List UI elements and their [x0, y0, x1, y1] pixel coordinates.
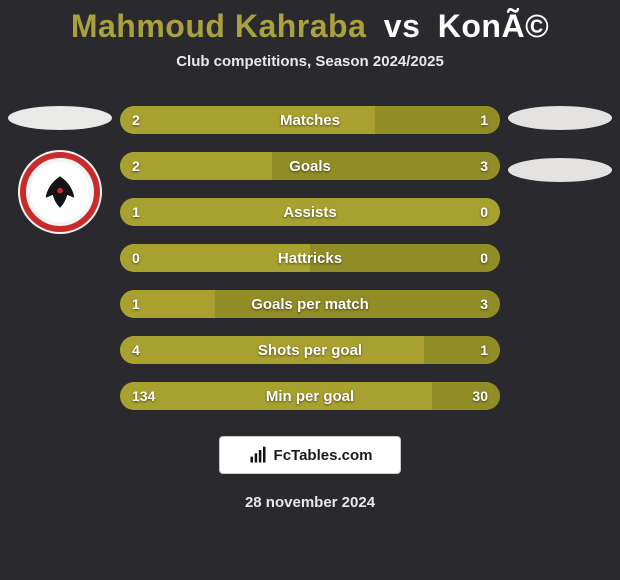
stat-bar-right-fill [424, 336, 500, 364]
stat-bar-left-fill [120, 382, 432, 410]
player1-name: Mahmoud Kahraba [71, 8, 367, 44]
page-title: Mahmoud Kahraba vs KonÃ© [0, 0, 620, 45]
stat-row: Goals23 [120, 152, 500, 180]
stat-bar-track [120, 106, 500, 134]
stat-bar-right-fill [375, 106, 500, 134]
stat-bar-left-fill [120, 198, 500, 226]
player2-name: KonÃ© [438, 8, 549, 44]
right-side-column [500, 106, 620, 182]
brand-text: FcTables.com [274, 447, 373, 464]
stat-row: Matches21 [120, 106, 500, 134]
comparison-content: Matches21 Goals23 Assists10 Hattricks00 Goal… [0, 106, 620, 410]
chart-icon [248, 445, 268, 465]
footer-date: 28 november 2024 [0, 494, 620, 511]
stat-bar-track [120, 152, 500, 180]
stat-bar-left-fill [120, 290, 215, 318]
stat-bar-left-fill [120, 336, 424, 364]
stat-bar-track [120, 198, 500, 226]
stat-bar-left-fill [120, 244, 310, 272]
left-flag-placeholder [8, 106, 112, 130]
stat-bar-track [120, 290, 500, 318]
stat-bar-right-fill [432, 382, 500, 410]
stat-bar-right-fill [272, 152, 500, 180]
stat-bar-track [120, 336, 500, 364]
vs-label: vs [384, 8, 421, 44]
left-side-column [0, 106, 120, 234]
right-flag-placeholder-2 [508, 158, 612, 182]
eagle-icon [37, 169, 83, 215]
stat-bar-left-fill [120, 152, 272, 180]
left-club-logo [18, 150, 102, 234]
brand-chip[interactable]: FcTables.com [219, 436, 401, 474]
right-flag-placeholder-1 [508, 106, 612, 130]
stat-row: Min per goal13430 [120, 382, 500, 410]
stat-bar-right-fill [215, 290, 500, 318]
stat-row: Hattricks00 [120, 244, 500, 272]
stat-row: Shots per goal41 [120, 336, 500, 364]
stat-bars: Matches21 Goals23 Assists10 Hattricks00 Goal… [120, 106, 500, 410]
stat-bar-track [120, 244, 500, 272]
subtitle: Club competitions, Season 2024/2025 [0, 53, 620, 70]
stat-row: Assists10 [120, 198, 500, 226]
stat-bar-right-fill [310, 244, 500, 272]
stat-bar-left-fill [120, 106, 375, 134]
stat-row: Goals per match13 [120, 290, 500, 318]
stat-bar-track [120, 382, 500, 410]
